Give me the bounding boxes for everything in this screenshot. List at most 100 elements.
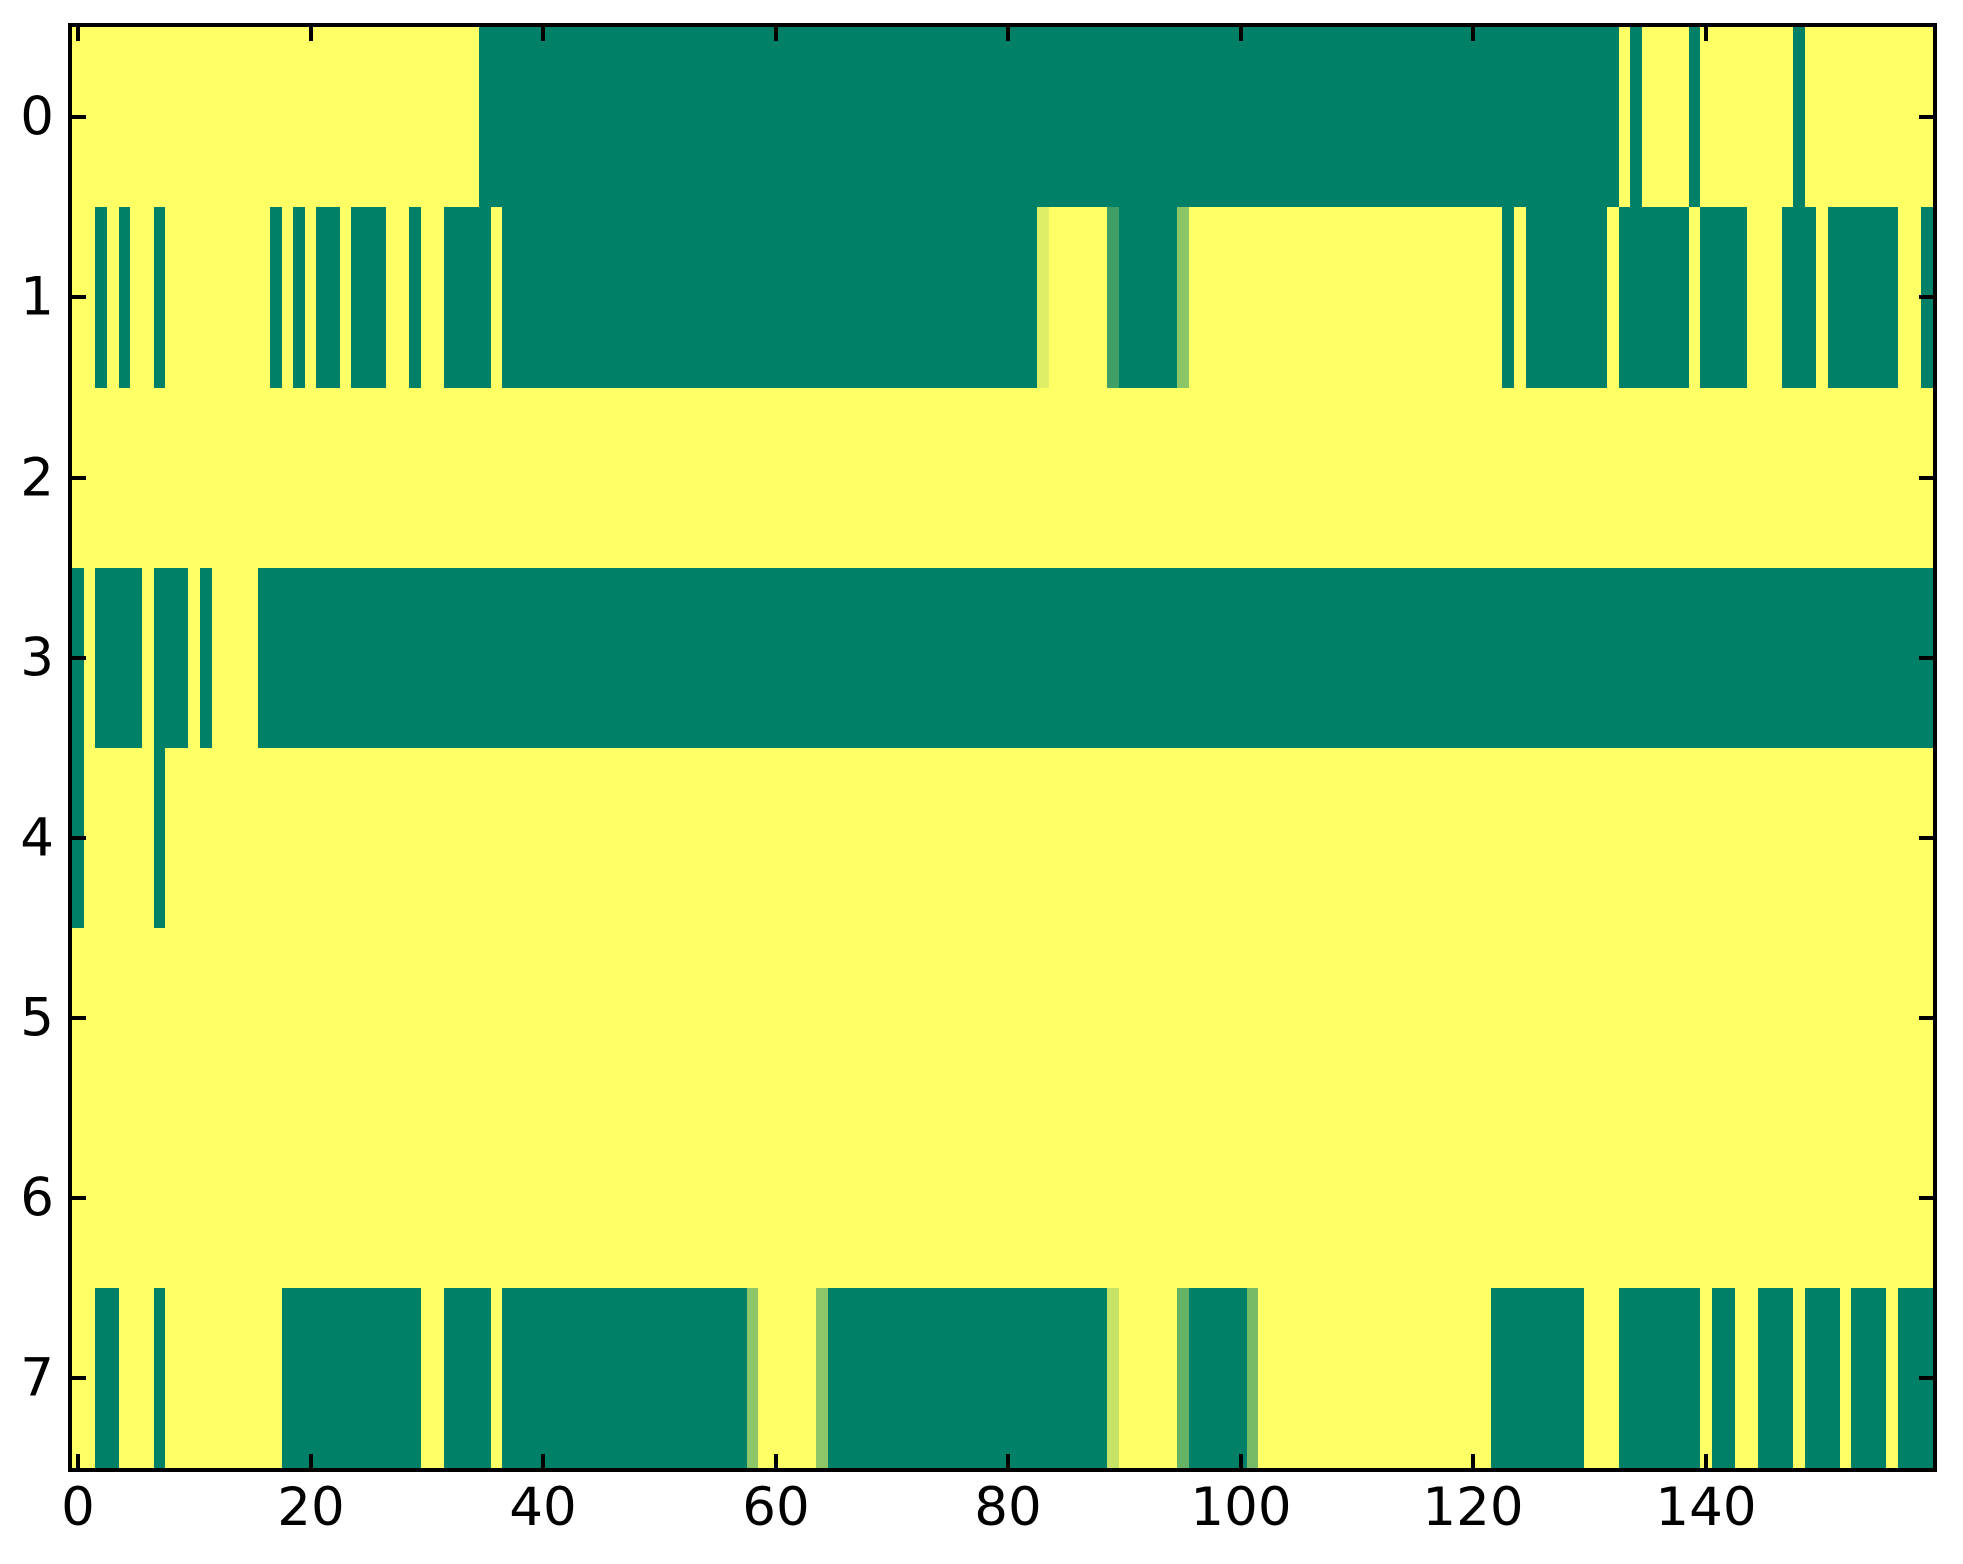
tick-mark [72,1376,86,1380]
tick-mark [1704,1454,1708,1468]
heatmap-cell-segment [1712,1288,1735,1468]
tick-mark [72,115,86,119]
heatmap-cell-segment [502,1288,747,1468]
heatmap-cell-segment [1502,207,1514,388]
heatmap-cell-segment [154,1288,165,1468]
tick-mark [774,1454,778,1468]
heatmap-row [72,207,1933,388]
heatmap-cell-segment [1107,207,1119,388]
heatmap-cell-segment [154,748,165,928]
tick-mark [76,27,80,41]
tick-mark [774,27,778,41]
heatmap-cell-segment [316,207,340,388]
heatmap-cell-segment [1782,207,1816,388]
heatmap-cell-segment [747,1288,758,1468]
tick-mark [72,836,86,840]
tick-mark [1704,27,1708,41]
heatmap-cell-segment [154,207,165,388]
tick-mark [1919,476,1933,480]
x-tick-label: 20 [277,1477,345,1538]
y-tick-label: 7 [20,1347,54,1409]
heatmap-cell-segment [95,568,142,748]
tick-mark [1919,295,1933,299]
heatmap-row [72,1288,1933,1468]
heatmap-cell-segment [1247,1288,1258,1468]
tick-mark [1239,1454,1243,1468]
heatmap-cell-segment [258,568,1933,748]
heatmap-cell-segment [1758,1288,1793,1468]
heatmap-cell-segment [95,1288,119,1468]
tick-mark [72,1016,86,1020]
y-tick-label: 6 [20,1167,54,1229]
heatmap-cell-segment [200,568,212,748]
heatmap-cell-segment [1630,27,1642,207]
heatmap-cell-segment [1851,1288,1886,1468]
heatmap-cell-segment [1619,207,1689,388]
x-tick-label: 140 [1655,1477,1757,1538]
y-tick-label: 0 [20,86,54,148]
x-tick-label: 40 [509,1477,577,1538]
heatmap-cell-segment [444,207,491,388]
tick-mark [1919,1196,1933,1200]
heatmap-cell-segment [816,1288,828,1468]
tick-mark [1919,1376,1933,1380]
tick-mark [1006,27,1010,41]
y-tick-label: 2 [20,447,54,509]
heatmap-cell-segment [479,27,1619,207]
tick-mark [1919,115,1933,119]
heatmap-cell-segment [1793,27,1805,207]
tick-mark [309,1454,313,1468]
tick-mark [1471,1454,1475,1468]
heatmap-cell-segment [95,207,107,388]
heatmap-cell-segment [1119,207,1177,388]
tick-mark [1919,836,1933,840]
tick-mark [1239,27,1243,41]
heatmap-cell-segment [502,207,1037,388]
y-tick-label: 5 [20,987,54,1049]
heatmap-cell-segment [828,1288,1107,1468]
heatmap-row [72,388,1933,568]
heatmap-cell-segment [1828,207,1898,388]
heatmap-cell-segment [293,207,305,388]
heatmap-cell-segment [1700,207,1747,388]
x-tick-label: 80 [974,1477,1042,1538]
heatmap-plot [72,27,1933,1468]
heatmap-cell-segment [1189,1288,1247,1468]
heatmap-row [72,568,1933,748]
heatmap-cell-segment [1526,207,1607,388]
heatmap-row [72,928,1933,1108]
heatmap-cell-segment [282,1288,421,1468]
tick-mark [72,476,86,480]
heatmap-cell-segment [1689,27,1700,207]
tick-mark [541,1454,545,1468]
tick-mark [72,295,86,299]
heatmap-cell-segment [154,568,188,748]
heatmap-cell-segment [119,207,130,388]
tick-mark [72,1196,86,1200]
x-tick-label: 120 [1422,1477,1524,1538]
x-tick-label: 0 [61,1477,95,1538]
tick-mark [1006,1454,1010,1468]
heatmap-row [72,748,1933,928]
heatmap-cell-segment [1805,1288,1840,1468]
tick-mark [1471,27,1475,41]
y-tick-label: 3 [20,627,54,689]
x-tick-label: 60 [742,1477,810,1538]
y-tick-label: 4 [20,807,54,869]
heatmap-row [72,1108,1933,1288]
heatmap-cell-segment [1107,1288,1119,1468]
x-tick-label: 100 [1190,1477,1292,1538]
heatmap-cell-segment [409,207,421,388]
heatmap-cell-segment [270,207,282,388]
tick-mark [309,27,313,41]
tick-mark [541,27,545,41]
heatmap-cell-segment [1177,1288,1189,1468]
tick-mark [76,1454,80,1468]
y-tick-label: 1 [20,266,54,328]
tick-mark [1919,656,1933,660]
heatmap-row [72,27,1933,207]
heatmap-cell-segment [351,207,386,388]
heatmap-cell-segment [1619,1288,1700,1468]
heatmap-cell-segment [444,1288,491,1468]
